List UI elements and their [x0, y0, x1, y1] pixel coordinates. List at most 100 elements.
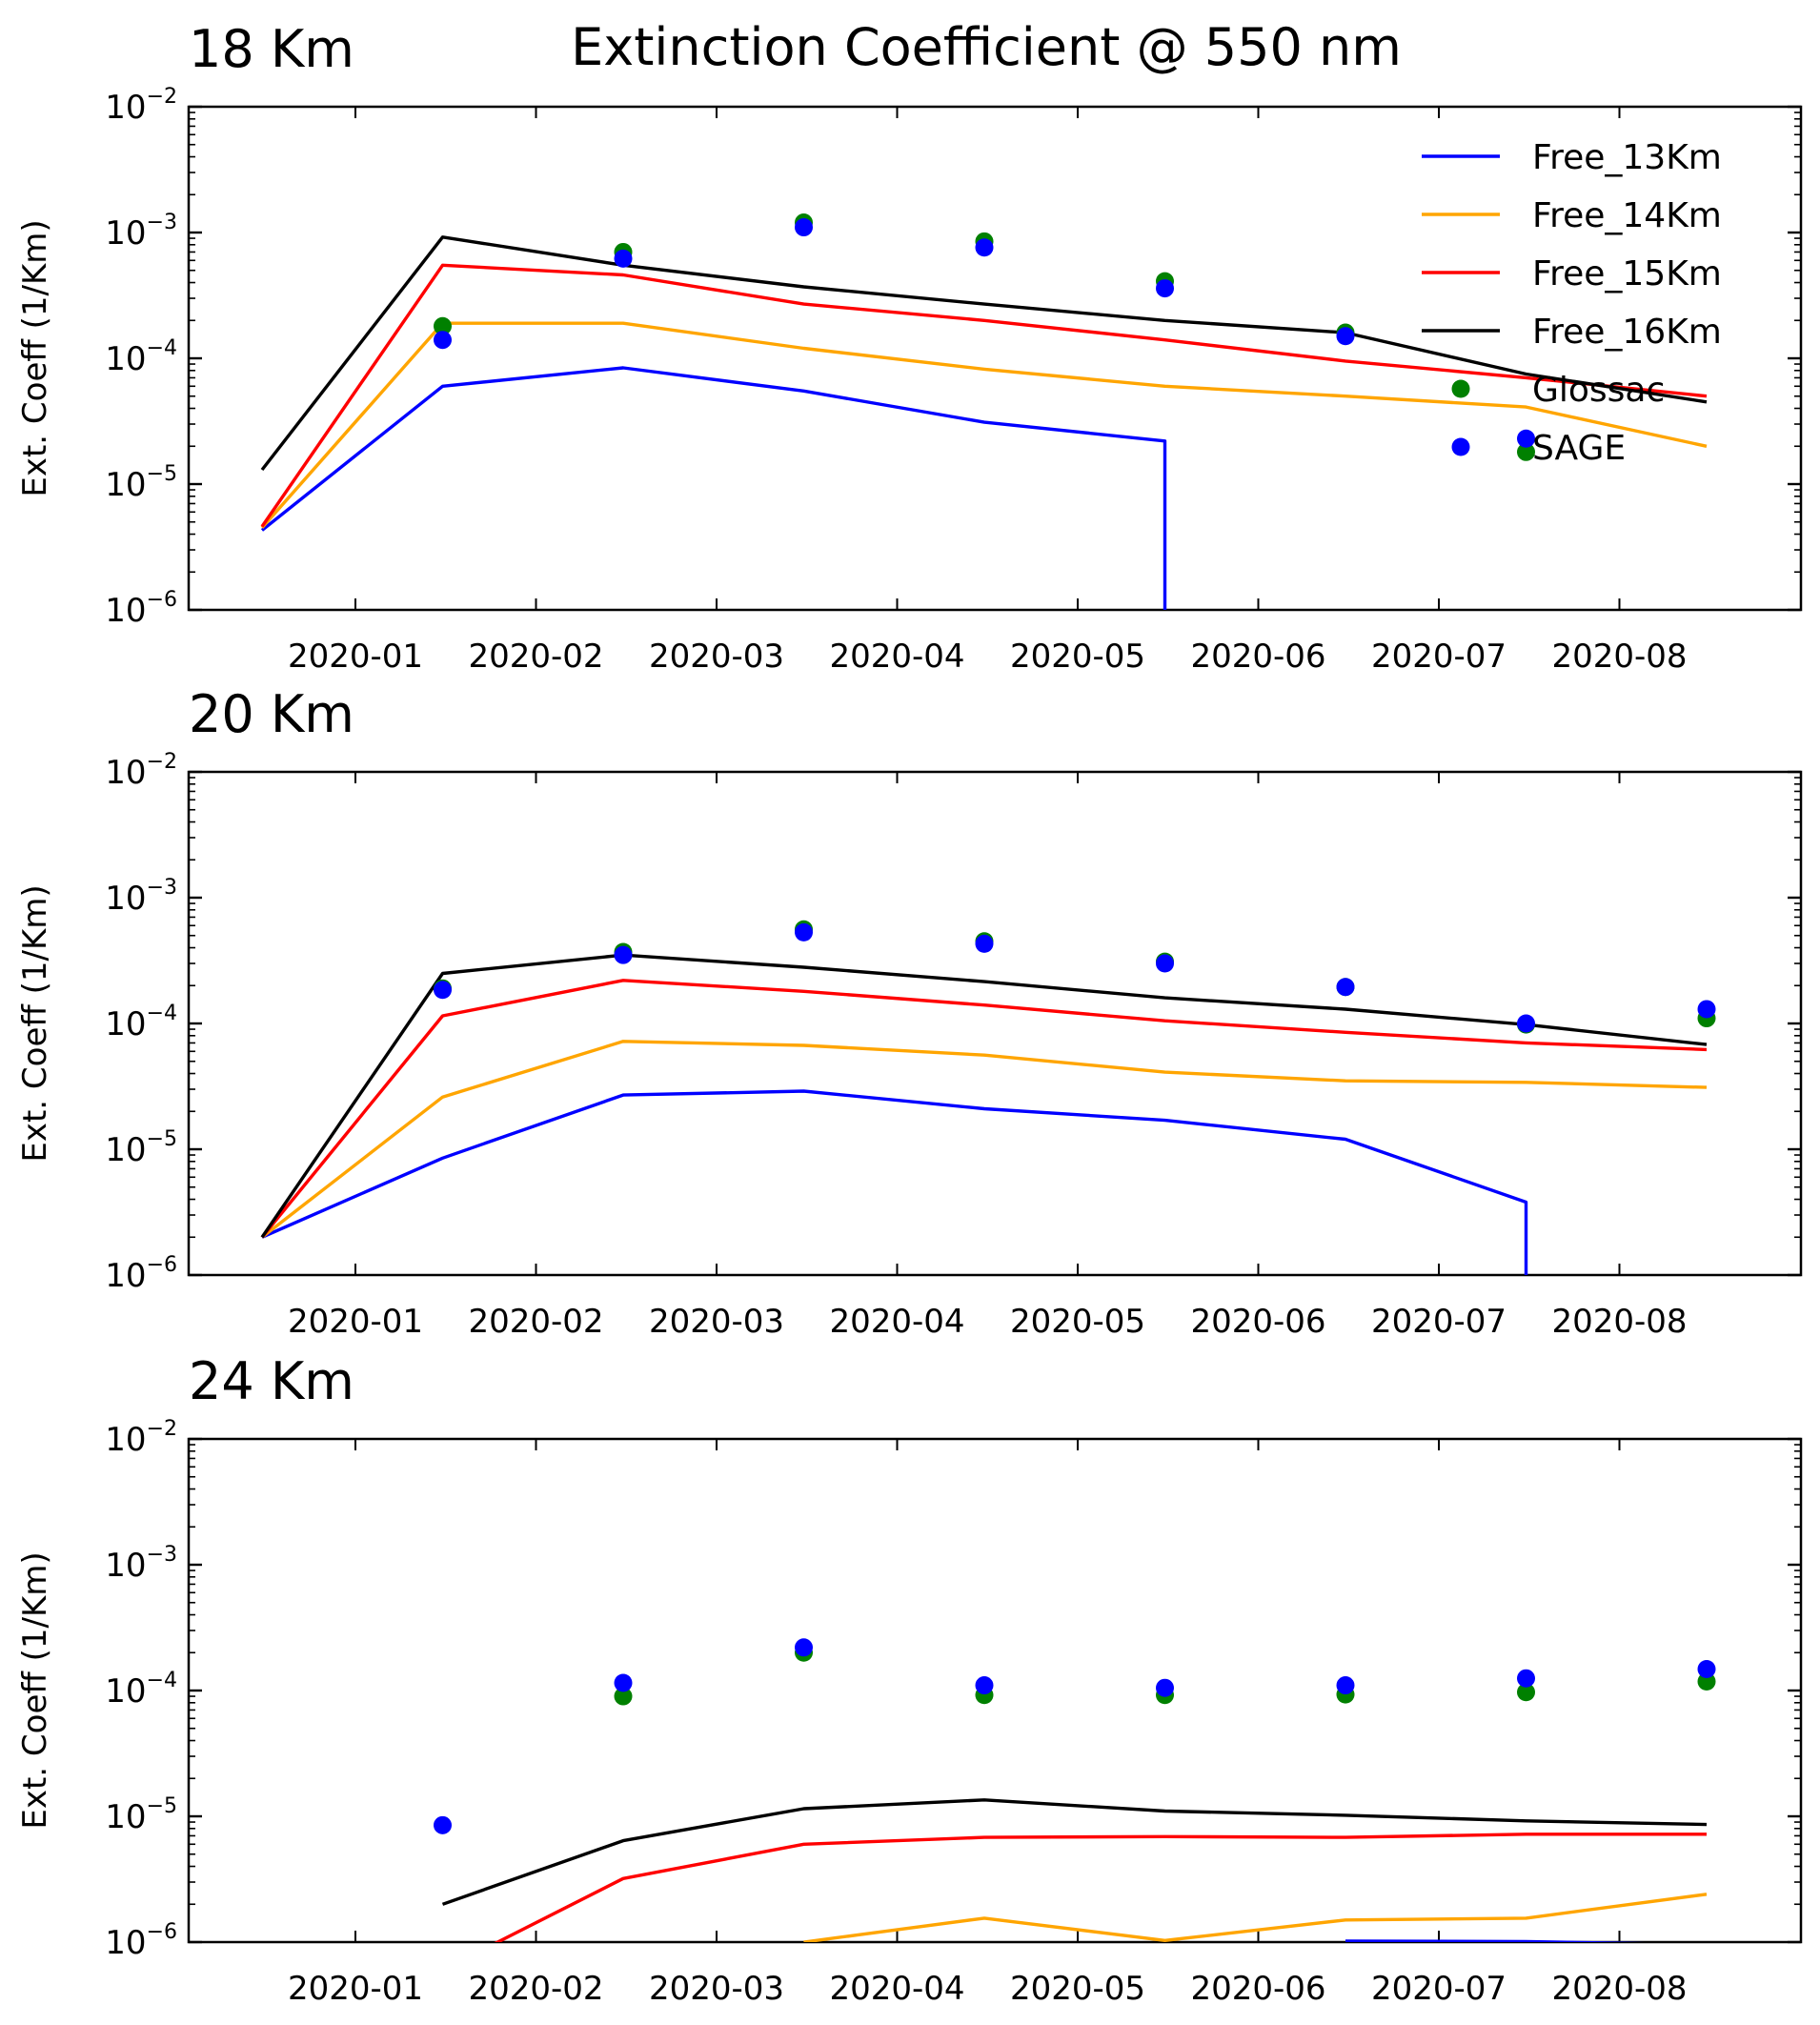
x-tick-label: 2020-01 — [288, 638, 423, 676]
plot-frame — [187, 105, 1803, 612]
y-tick-label: 10−6 — [105, 588, 177, 630]
panel-2: 20 Km 10−6 10−5 10−4 10−3 10−2 Ext. Coeff (1/K… — [16, 684, 1803, 1341]
x-tick-label: 2020-08 — [1551, 638, 1687, 676]
series-lines — [260, 235, 1708, 610]
legend-item: Free_16Km — [1422, 313, 1722, 352]
y-axis-label: Ext. Coeff (1/Km) — [16, 884, 54, 1162]
y-ticks — [189, 105, 1801, 612]
series-line-Free_16Km — [441, 1798, 1708, 1906]
sage-point — [614, 1673, 633, 1692]
legend-marker-swatch — [1451, 437, 1470, 456]
x-tick-label: 2020-07 — [1371, 1970, 1507, 2008]
panel-title: 18 Km — [189, 19, 354, 79]
figure-title: Extinction Coefficient @ 550 nm — [571, 17, 1402, 77]
series-lines — [260, 953, 1708, 1275]
x-tick-label: 2020-04 — [829, 638, 964, 676]
y-tick-label: 10−5 — [105, 1794, 177, 1836]
x-tick-label: 2020-03 — [649, 1303, 784, 1341]
legend-item: Free_14Km — [1422, 196, 1722, 235]
x-tick-label: 2020-04 — [829, 1303, 964, 1341]
x-tick-label: 2020-03 — [649, 1970, 784, 2008]
y-tick-label: 10−3 — [105, 211, 177, 253]
panel-title: 20 Km — [189, 684, 354, 744]
x-tick-label: 2020-05 — [1010, 1970, 1145, 2008]
x-tick-label: 2020-01 — [288, 1303, 423, 1341]
series-line-Free_15Km — [494, 1833, 1707, 1942]
sage-point — [1517, 429, 1535, 448]
y-tick-label: 10−6 — [105, 1920, 177, 1962]
y-tick-label: 10−6 — [105, 1253, 177, 1295]
x-tick-label: 2020-07 — [1371, 638, 1507, 676]
y-tick-label: 10−2 — [105, 85, 177, 127]
series-line-Free_13Km — [1345, 1939, 1646, 1942]
x-tick-label: 2020-02 — [468, 638, 603, 676]
y-axis-label: Ext. Coeff (1/Km) — [16, 219, 54, 496]
y-ticks — [189, 770, 1801, 1277]
sage-point — [434, 1815, 452, 1834]
sage-point — [1517, 1014, 1535, 1033]
y-axis-label: Ext. Coeff (1/Km) — [16, 1551, 54, 1829]
markers — [434, 213, 1535, 461]
x-tick-label: 2020-03 — [649, 638, 784, 676]
x-tick-label: 2020-08 — [1551, 1303, 1687, 1341]
series-line-Free_16Km — [260, 953, 1708, 1239]
sage-point — [614, 945, 633, 964]
sage-point — [1156, 1678, 1174, 1697]
y-tick-label: 10−5 — [105, 462, 177, 504]
series-line-Free_15Km — [260, 979, 1708, 1239]
series-line-Free_14Km — [803, 1893, 1708, 1942]
x-tick-label: 2020-06 — [1190, 638, 1325, 676]
legend-label: Free_14Km — [1532, 196, 1722, 235]
sage-point — [614, 249, 633, 268]
legend-label: Free_13Km — [1532, 138, 1722, 177]
legend-marker-swatch — [1451, 379, 1470, 398]
x-tick-label: 2020-07 — [1371, 1303, 1507, 1341]
sage-point — [1156, 954, 1174, 973]
sage-point — [795, 218, 813, 237]
x-ticks — [354, 772, 1621, 1275]
legend-label: SAGE — [1532, 429, 1626, 468]
sage-point — [1336, 1676, 1355, 1695]
legend-label: Free_16Km — [1532, 313, 1722, 352]
legend-item: SAGE — [1451, 429, 1626, 468]
sage-point — [434, 981, 452, 1000]
x-tick-label: 2020-06 — [1190, 1303, 1325, 1341]
x-tick-label: 2020-06 — [1190, 1970, 1325, 2008]
y-tick-label: 10−4 — [105, 1002, 177, 1043]
glossac-point — [614, 1687, 633, 1706]
series-line-Free_13Km — [260, 366, 1167, 610]
x-tick-label: 2020-05 — [1010, 638, 1145, 676]
x-ticks — [354, 1439, 1621, 1942]
sage-point — [795, 922, 813, 942]
panel-3: 24 Km 10−6 10−5 10−4 10−3 10−2 Ext. Coeff (1/K… — [16, 1351, 1803, 2008]
y-tick-label: 10−3 — [105, 1543, 177, 1585]
sage-point — [1697, 1000, 1716, 1019]
sage-point — [975, 1676, 994, 1695]
legend: Free_13Km Free_14Km Free_15Km Free_16Km Glos… — [1422, 138, 1722, 468]
panel-1: 18 Km 10−6 10−5 10−4 10−3 10−2 Ext. Coeff (1/K… — [16, 19, 1803, 676]
y-tick-label: 10−2 — [105, 1417, 177, 1459]
x-tick-label: 2020-02 — [468, 1970, 603, 2008]
y-tick-label: 10−3 — [105, 876, 177, 918]
sage-point — [1697, 1660, 1716, 1679]
plot-frame — [187, 1437, 1803, 1944]
legend-label: Free_15Km — [1532, 254, 1722, 294]
x-ticks — [354, 107, 1621, 610]
x-tick-label: 2020-02 — [468, 1303, 603, 1341]
series-line-Free_16Km — [260, 235, 1708, 472]
series-lines — [441, 1798, 1708, 1942]
x-tick-label: 2020-05 — [1010, 1303, 1145, 1341]
x-tick-label: 2020-01 — [288, 1970, 423, 2008]
markers — [434, 1638, 1716, 1834]
sage-point — [434, 331, 452, 350]
y-tick-label: 10−4 — [105, 336, 177, 378]
glossac-point — [1697, 1672, 1716, 1691]
glossac-point — [1517, 442, 1535, 461]
series-line-Free_13Km — [261, 1089, 1528, 1275]
sage-point — [1336, 978, 1355, 997]
glossac-point — [1517, 1683, 1535, 1702]
sage-point — [1336, 327, 1355, 346]
markers — [434, 920, 1716, 1034]
sage-point — [1156, 279, 1174, 298]
